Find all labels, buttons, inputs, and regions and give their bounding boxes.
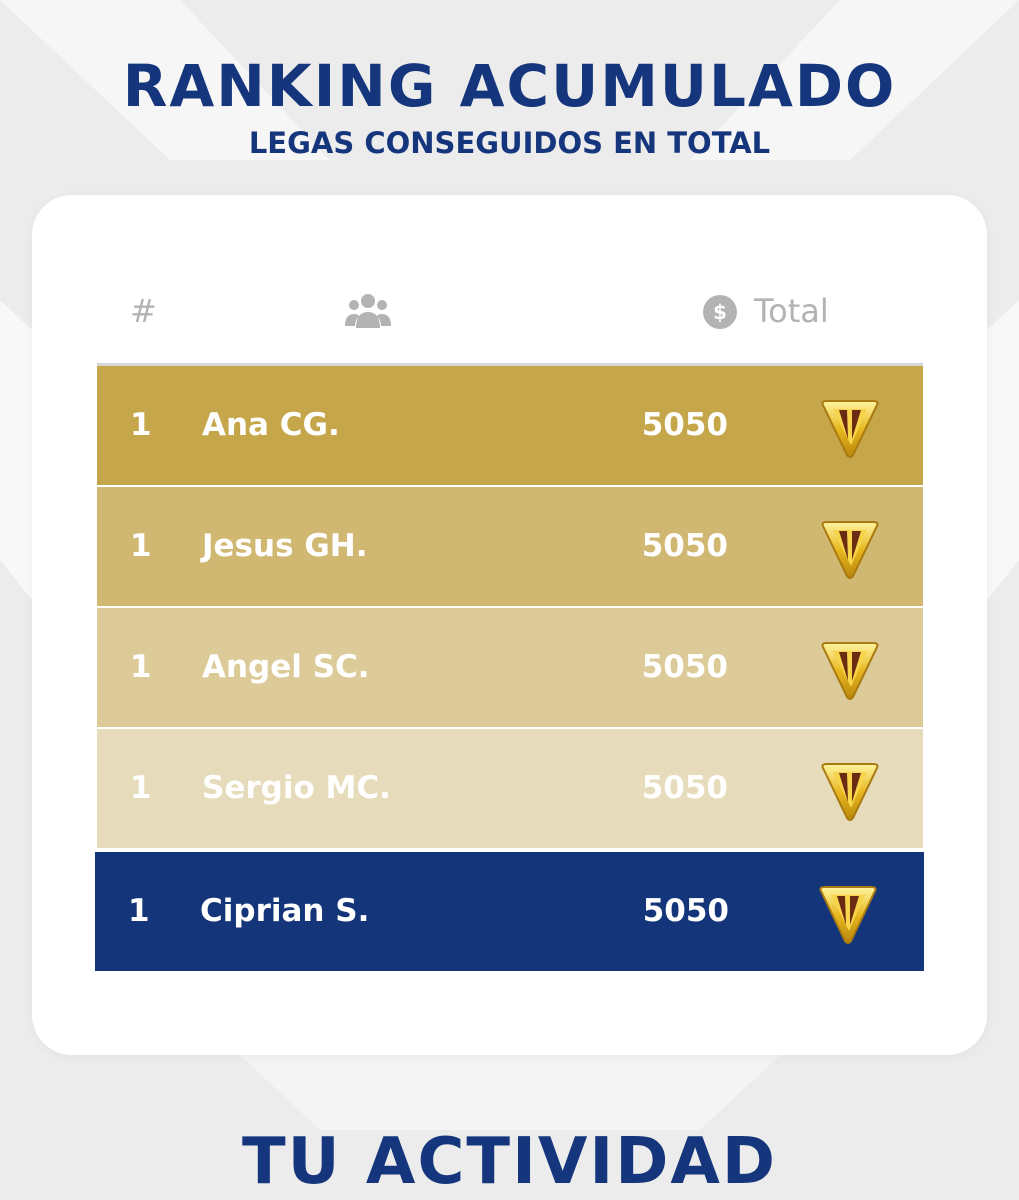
row-rank: 1 xyxy=(130,770,152,806)
ranking-row: 1 Sergio MC. 5050 xyxy=(97,729,923,850)
row-total: 5050 xyxy=(641,528,728,564)
users-icon xyxy=(345,294,391,328)
badge-icon xyxy=(821,521,879,579)
chevron xyxy=(240,1055,780,1130)
chevron xyxy=(690,0,1019,160)
rank-header: # xyxy=(130,292,157,330)
section-title: TU ACTIVIDAD xyxy=(242,1125,777,1199)
chevron xyxy=(987,300,1019,600)
badge-icon xyxy=(821,400,879,458)
row-name: Jesus GH. xyxy=(202,528,368,564)
row-name: Angel SC. xyxy=(202,649,370,685)
row-name: Ciprian S. xyxy=(200,893,370,929)
coin-icon: $ xyxy=(703,295,737,329)
row-total: 5050 xyxy=(641,770,728,806)
chevron xyxy=(0,300,32,600)
subtitle: LEGAS CONSEGUIDOS EN TOTAL xyxy=(248,126,771,160)
badge-icon xyxy=(821,642,879,700)
row-total: 5050 xyxy=(641,407,728,443)
ranking-table: 1 Ana CG. 5050 1 Jesus GH. 5050 1 Angel SC. 5050… xyxy=(95,363,924,973)
ranking-row: 1 Ciprian S. 5050 xyxy=(95,852,924,973)
row-total: 5050 xyxy=(642,893,729,929)
row-total: 5050 xyxy=(641,649,728,685)
ranking-row: 1 Angel SC. 5050 xyxy=(97,608,923,729)
badge-icon xyxy=(821,763,879,821)
row-rank: 1 xyxy=(130,407,152,443)
row-rank: 1 xyxy=(128,893,150,929)
total-header: Total xyxy=(754,292,829,330)
title: RANKING ACUMULADO xyxy=(122,52,897,120)
row-rank: 1 xyxy=(130,649,152,685)
ranking-row: 1 Jesus GH. 5050 xyxy=(97,487,923,608)
svg-text:$: $ xyxy=(713,300,727,324)
row-rank: 1 xyxy=(130,528,152,564)
chevron xyxy=(0,0,330,160)
ranking-row: 1 Ana CG. 5050 xyxy=(97,366,923,487)
row-name: Sergio MC. xyxy=(202,770,391,806)
badge-icon xyxy=(819,886,877,944)
row-name: Ana CG. xyxy=(202,407,340,443)
